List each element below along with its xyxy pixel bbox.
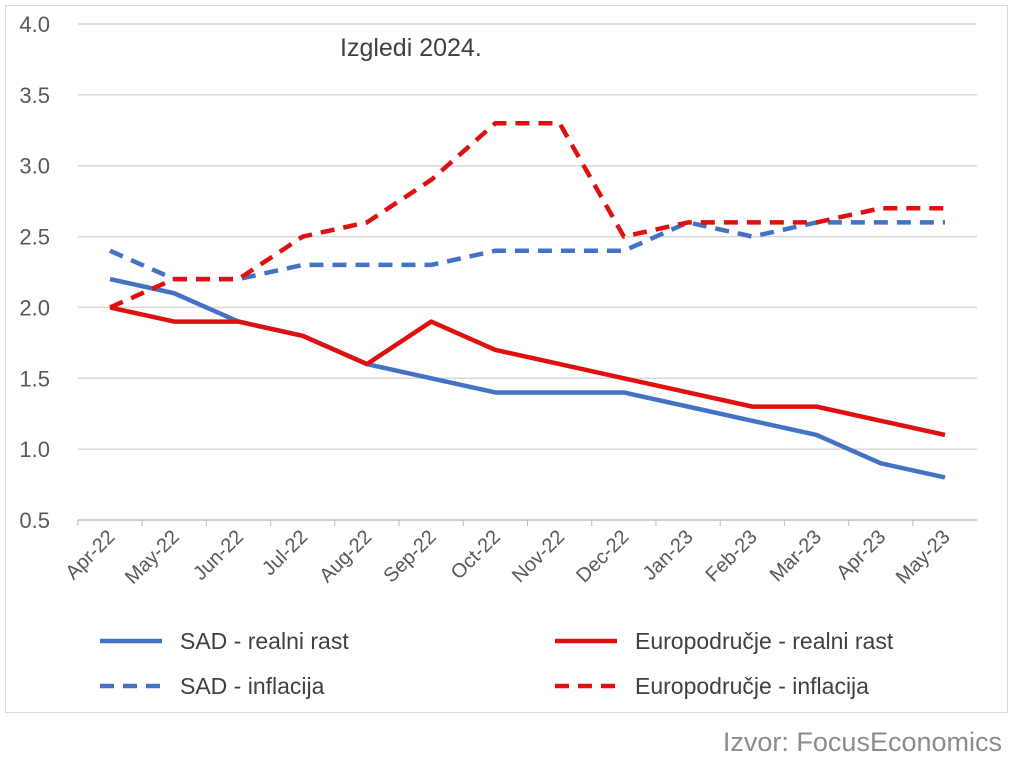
chart-title: Izgledi 2024. bbox=[340, 34, 482, 62]
series-line-1 bbox=[109, 220, 945, 282]
series-line-2 bbox=[109, 305, 946, 438]
legend-label: SAD - realni rast bbox=[180, 628, 349, 654]
chart-border bbox=[5, 5, 1008, 713]
y-tick-label: 2.5 bbox=[19, 225, 50, 250]
legend-label: SAD - inflacija bbox=[180, 673, 325, 699]
y-tick-label: 3.5 bbox=[19, 83, 50, 108]
y-tick-label: 2.0 bbox=[19, 295, 50, 320]
y-tick-label: 3.0 bbox=[19, 154, 50, 179]
y-tick-label: 4.0 bbox=[19, 12, 50, 37]
y-tick-label: 1.0 bbox=[19, 437, 50, 462]
y-tick-label: 1.5 bbox=[19, 366, 50, 391]
legend-label: Europodručje - inflacija bbox=[635, 673, 869, 699]
series-line-3 bbox=[109, 120, 945, 310]
legend-label: Europodručje - realni rast bbox=[635, 628, 894, 654]
source-note: Izvor: FocusEconomics bbox=[722, 727, 1002, 757]
y-tick-label: 0.5 bbox=[19, 508, 50, 533]
